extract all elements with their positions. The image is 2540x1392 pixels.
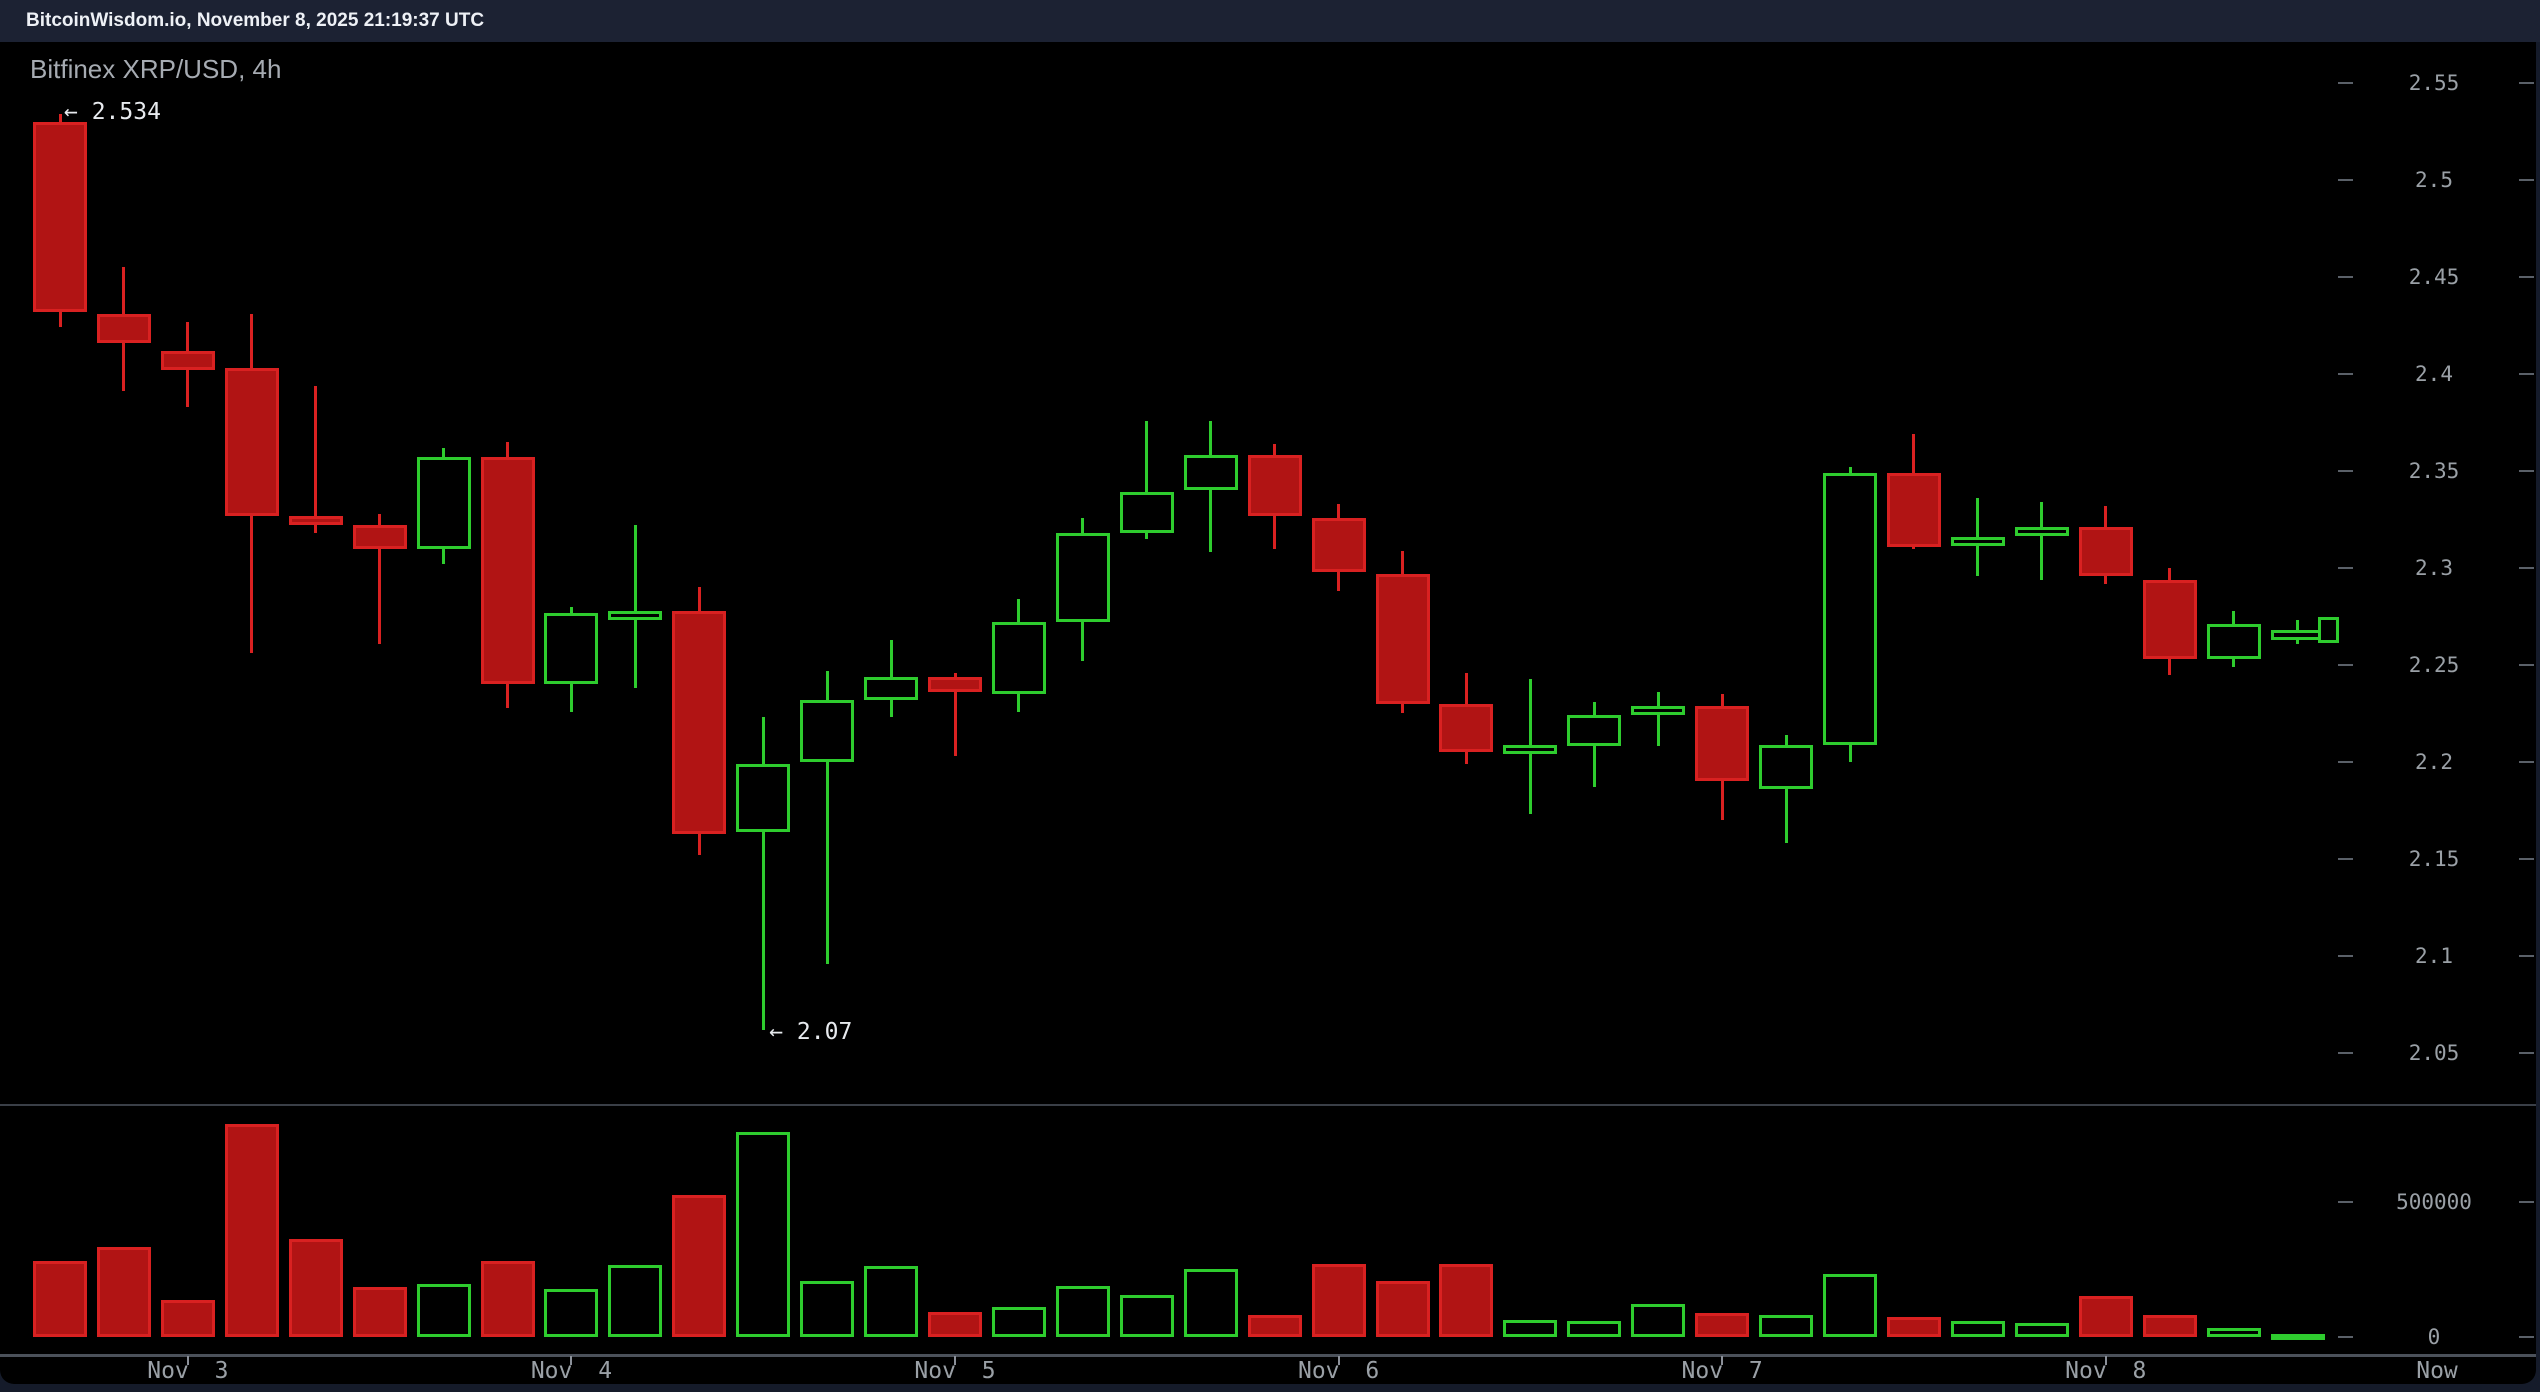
candle-body-up	[1567, 715, 1622, 747]
candle-wick-up	[825, 670, 829, 964]
volume-bar-up	[864, 1265, 919, 1337]
candle-body-up	[1055, 533, 1110, 623]
candle-body-down	[1311, 517, 1366, 572]
candle-wick-up	[761, 717, 765, 1030]
candle-body-up	[1503, 744, 1558, 754]
volume-bar-down	[1439, 1264, 1494, 1337]
candle-wick-down	[953, 672, 957, 757]
high-annotation: ← 2.534	[64, 99, 161, 126]
candle-body-up	[736, 763, 791, 832]
candle-body-down	[160, 350, 215, 371]
candle-body-up	[991, 622, 1046, 695]
candle-wick-down	[378, 513, 382, 644]
volume-bar-up	[416, 1283, 471, 1337]
candle-body-up	[544, 612, 599, 685]
volume-bar-down	[2078, 1295, 2133, 1337]
volume-bar-up	[1055, 1285, 1110, 1337]
chart-title: Bitfinex XRP/USD, 4h	[30, 54, 282, 84]
volume-bar-up	[1567, 1321, 1622, 1337]
candle-body-down	[2078, 527, 2133, 576]
candle-body-down	[1695, 705, 1750, 782]
candle-body-down	[1375, 573, 1430, 704]
candle-body-down	[33, 121, 87, 312]
volume-bar-down	[928, 1311, 983, 1337]
volume-bar-up	[2014, 1322, 2069, 1337]
candle-body-down	[2142, 579, 2197, 660]
volume-bar-down	[480, 1261, 535, 1337]
volume-bar-down	[352, 1287, 407, 1337]
candle-body-up	[1759, 744, 1814, 790]
candle-wick-up	[1145, 420, 1149, 539]
volume-bar-down	[160, 1300, 215, 1337]
candle-body-up	[1631, 705, 1686, 715]
candle-body-down	[224, 368, 279, 516]
volume-bar-down	[672, 1194, 727, 1337]
candle-wick-up	[1656, 692, 1660, 747]
volume-bar-up	[1759, 1315, 1814, 1337]
candle-body-up	[1950, 536, 2005, 546]
volume-bar-down	[1375, 1281, 1430, 1337]
candle-body-up	[1823, 472, 1878, 745]
candle-body-down	[1439, 703, 1494, 753]
volume-bar-down	[224, 1123, 279, 1337]
low-annotation: ← 2.07	[769, 1018, 853, 1045]
candle-body-up	[2270, 630, 2325, 640]
volume-bar-up	[800, 1281, 855, 1337]
volume-bar-down	[288, 1238, 343, 1337]
candle-body-up	[1119, 492, 1174, 534]
candle-body-up	[608, 610, 663, 620]
status-bar: BitcoinWisdom.io, November 8, 2025 21:19…	[0, 0, 2540, 42]
volume-bar-down	[2142, 1315, 2197, 1337]
candle-body-up	[800, 699, 855, 762]
candle-body-up	[864, 676, 919, 700]
status-text: BitcoinWisdom.io, November 8, 2025 21:19…	[26, 10, 485, 31]
volume-bar-down	[33, 1261, 87, 1337]
volume-bar-up	[736, 1132, 791, 1337]
candle-body-down	[928, 676, 983, 693]
candle-wick-up	[633, 525, 637, 689]
volume-bar-up	[2270, 1334, 2325, 1340]
volume-bar-up	[1823, 1274, 1878, 1337]
candle-body-up	[2014, 527, 2069, 537]
candlestick-plot[interactable]	[0, 42, 2340, 1354]
candle-body-down	[1886, 472, 1941, 547]
candle-body-down	[288, 515, 343, 525]
candle-body-down	[96, 313, 151, 343]
volume-bar-up	[991, 1307, 1046, 1337]
volume-bar-down	[1695, 1312, 1750, 1337]
volume-bar-up	[1631, 1304, 1686, 1337]
candle-body-down	[672, 610, 727, 834]
volume-bar-up	[608, 1264, 663, 1337]
volume-bar-up	[1503, 1319, 1558, 1337]
candle-body-up	[416, 457, 471, 549]
volume-bar-down	[96, 1247, 151, 1337]
chart-container[interactable]	[0, 42, 2536, 1384]
candle-body-up	[1183, 455, 1238, 491]
volume-bar-up	[1183, 1269, 1238, 1337]
volume-bar-up	[1119, 1294, 1174, 1337]
candle-wick-up	[1784, 734, 1788, 844]
volume-bar-up	[2206, 1328, 2261, 1337]
volume-bar-down	[1886, 1317, 1941, 1337]
candle-wick-up	[2040, 502, 2044, 580]
candle-body-down	[352, 525, 407, 549]
candle-body-down	[1247, 455, 1302, 516]
volume-bar-down	[1311, 1264, 1366, 1337]
candle-body-up	[2206, 624, 2261, 660]
candle-body-down	[480, 457, 535, 685]
candle-wick-down	[314, 385, 318, 534]
volume-bar-up	[544, 1288, 599, 1337]
volume-bar-down	[1247, 1315, 1302, 1337]
volume-bar-up	[1950, 1321, 2005, 1337]
